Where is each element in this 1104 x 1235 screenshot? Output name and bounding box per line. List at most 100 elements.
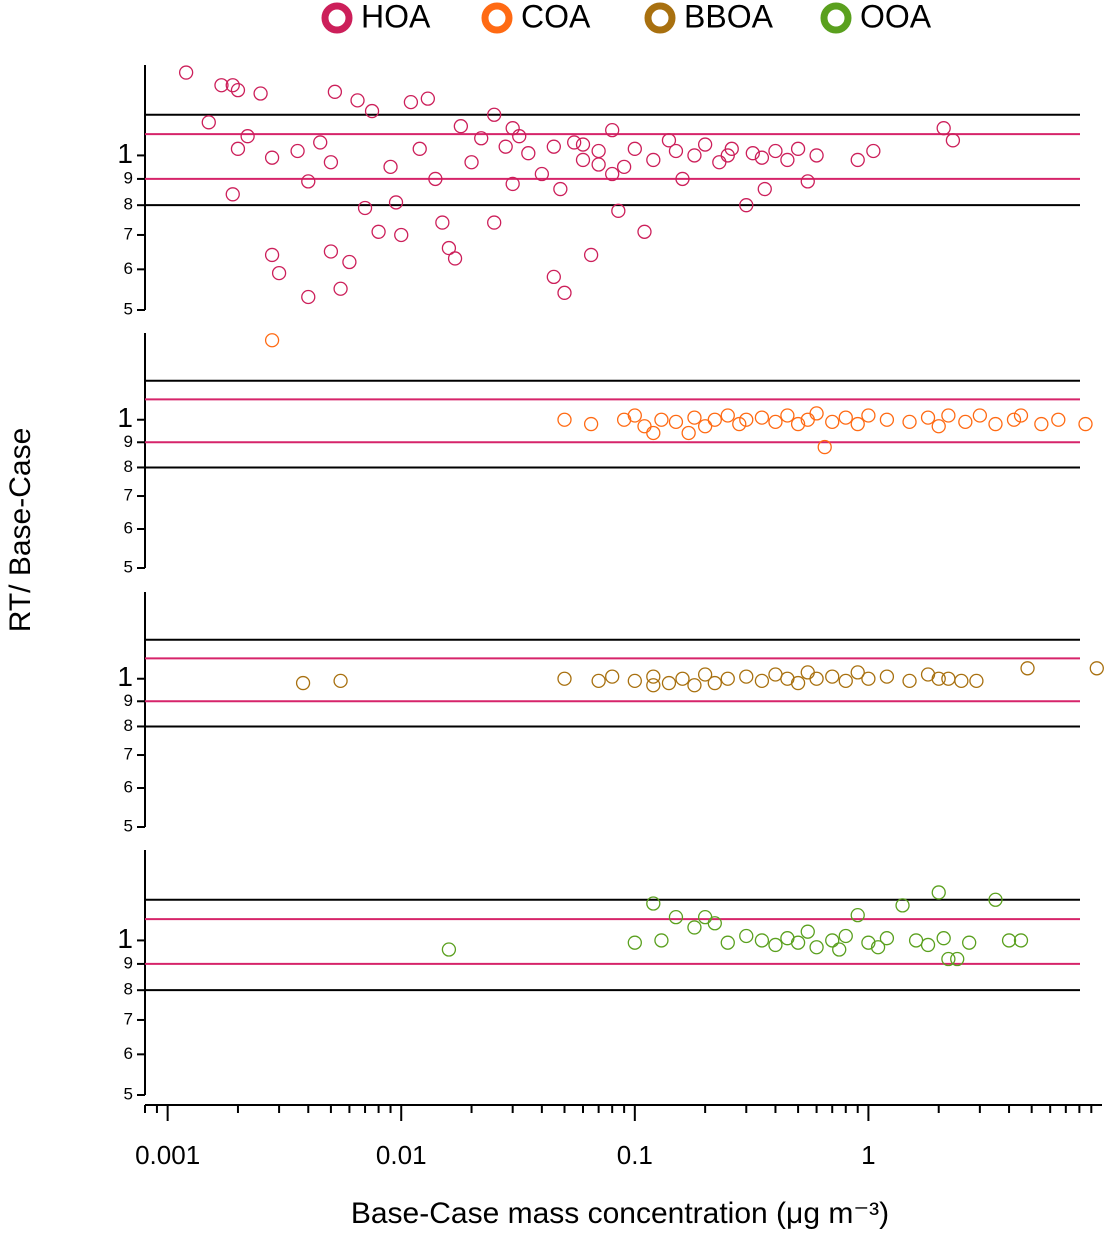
y-tick-label: 7 [124,745,133,764]
data-point [950,951,965,967]
data-point [850,152,865,168]
data-point [357,200,373,216]
data-point [681,425,696,441]
data-point [739,412,754,427]
legend-marker-dot [334,15,340,21]
data-point [720,671,735,686]
data-point [1013,933,1029,948]
data-point [941,951,956,967]
data-point [739,669,754,684]
data-point [972,408,988,423]
data-point [605,166,620,182]
data-point [817,439,832,455]
data-point [879,412,895,427]
data-point [754,673,770,689]
data-point [323,155,339,170]
data-point [668,414,684,430]
data-point [290,143,305,159]
data-point [567,135,582,150]
data-point [264,333,280,348]
data-point [661,675,677,691]
data-point [936,121,951,136]
data-point [264,247,280,263]
data-point [920,410,936,425]
data-point [850,416,865,432]
data-point [646,896,661,911]
legend-label: OOA [860,0,932,34]
data-point [225,78,240,93]
data-point [861,935,876,950]
data-point [720,935,735,950]
data-point [512,129,527,144]
data-point [866,143,881,159]
data-point [732,416,747,432]
data-point [505,121,520,136]
data-point [661,133,677,148]
data-point [687,920,702,935]
data-point [962,935,977,950]
data-point [697,909,713,925]
data-point [435,215,450,230]
data-point [697,419,713,434]
data-point [412,141,427,156]
data-point [668,909,684,925]
data-point [697,137,713,152]
data-point [895,898,910,913]
data-point [646,425,661,441]
data-point [945,133,961,148]
data-point [687,410,702,425]
data-point [646,669,661,684]
data-point [800,174,815,189]
data-point [825,933,840,948]
data-point [627,408,642,423]
data-point [739,928,754,944]
data-point [809,940,824,955]
data-point [790,416,806,432]
data-point [754,933,770,948]
data-point [838,410,853,425]
data-point [870,940,886,955]
y-tick-label: 7 [124,1009,133,1028]
y-tick-label: 1 [117,402,133,433]
data-point [825,669,840,684]
data-point [988,416,1003,432]
y-tick-label: 6 [124,259,133,278]
data-point [264,150,280,165]
data-point [754,410,770,425]
data-point [941,671,956,686]
data-point [271,265,287,281]
legend-marker-dot [657,15,663,21]
y-tick-label: 5 [124,557,133,576]
data-point [745,146,760,161]
data-point [654,933,669,948]
data-point [371,224,386,239]
legend-marker-dot [833,15,839,21]
data-point [333,281,348,296]
data-point [850,907,865,923]
data-point [301,289,316,305]
data-point [441,942,457,957]
data-point [969,673,984,689]
data-point [383,159,398,175]
data-point [768,143,783,159]
data-point [707,916,722,931]
y-tick-label: 8 [124,980,133,999]
data-point [838,673,853,689]
data-point [668,143,684,159]
data-point [557,412,572,427]
data-point [575,152,591,168]
data-point [1034,416,1049,432]
y-tick-label: 1 [117,923,133,954]
legend-label: BBOA [684,0,774,34]
data-point [605,122,620,138]
data-point [832,942,847,957]
data-point [1006,412,1022,427]
data-point [230,141,246,156]
data-point [1051,412,1066,427]
data-point [825,414,840,430]
legend-marker [644,2,676,34]
data-point [931,671,946,686]
data-point [988,892,1003,907]
legend-marker [321,2,353,34]
data-point [230,83,246,98]
